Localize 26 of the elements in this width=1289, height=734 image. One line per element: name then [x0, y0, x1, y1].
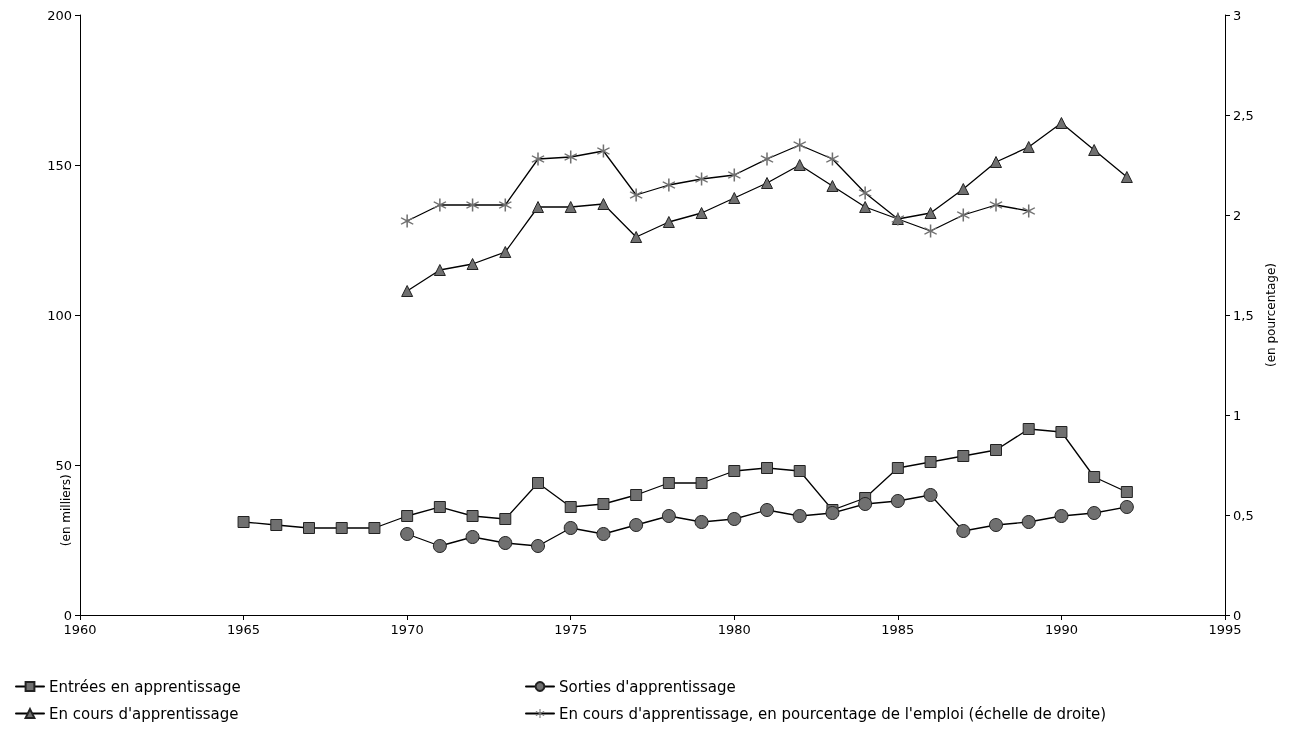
legend-label: Sorties d'apprentissage [559, 677, 736, 696]
y2-tick-label: 1,5 [1233, 307, 1254, 323]
legend-label: En cours d'apprentissage [49, 704, 239, 723]
y-tick-label: 50 [55, 457, 72, 473]
legend-label: Entrées en apprentissage [49, 677, 241, 696]
legend-label: En cours d'apprentissage, en pourcentage de l'emploi (échelle de droite) [559, 704, 1107, 723]
y2-tick-label: 1 [1233, 407, 1242, 423]
y-tick-label: 0 [63, 607, 72, 623]
x-tick-label: 1975 [554, 622, 588, 637]
x-tick-label: 1980 [717, 622, 751, 637]
x-tick-label: 1985 [881, 622, 915, 637]
x-tick-label: 1965 [227, 622, 261, 637]
y-tick-label: 150 [47, 157, 72, 173]
y2-axis-title: (en pourcentage) [1263, 262, 1278, 368]
x-tick-label: 1960 [63, 622, 97, 637]
y-tick-label: 200 [47, 7, 72, 23]
y-axis-title: (en milliers) [59, 474, 73, 547]
y-tick-label: 100 [47, 307, 72, 323]
x-tick-label: 1995 [1208, 622, 1242, 637]
y2-tick-label: 3 [1233, 7, 1242, 23]
x-tick-label: 1990 [1044, 622, 1078, 637]
x-tick-label: 1970 [390, 622, 424, 637]
y2-tick-label: 0 [1233, 607, 1242, 623]
y2-tick-label: 0,5 [1233, 507, 1254, 523]
y2-tick-label: 2 [1233, 207, 1242, 223]
y2-tick-label: 2,5 [1233, 107, 1254, 123]
